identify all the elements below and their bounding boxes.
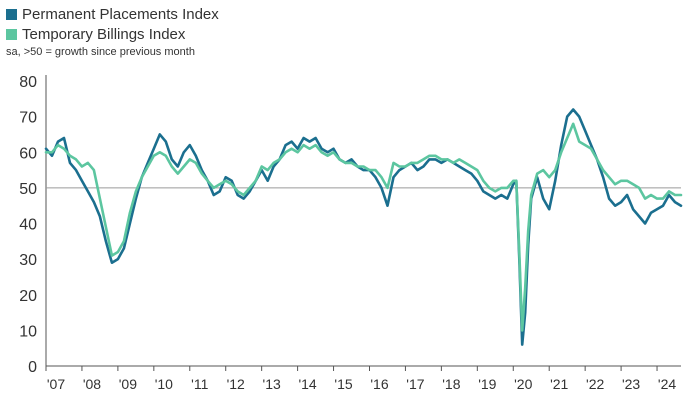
y-tick-label-80: 80 [19,74,37,91]
y-tick-label-60: 60 [19,145,37,162]
x-tick-label-2023: '23 [622,376,640,392]
legend-label-temporary: Temporary Billings Index [22,25,186,43]
x-tick-label-2018: '18 [442,376,460,392]
x-tick-label-2020: '20 [514,376,532,392]
series-line-permanent-placements [44,108,683,346]
legend-label-permanent: Permanent Placements Index [22,5,219,23]
x-tick-label-2024: '24 [658,376,676,392]
y-tick-label-50: 50 [19,181,37,198]
x-tick-label-2009: '09 [119,376,137,392]
x-tick-label-2021: '21 [550,376,568,392]
x-tick-label-2019: '19 [478,376,496,392]
legend-item-permanent: Permanent Placements Index [6,4,219,24]
x-tick-label-2007: '07 [47,376,65,392]
x-tick-label-2012: '12 [227,376,245,392]
x-tick-label-2016: '16 [370,376,388,392]
x-tick-label-2013: '13 [263,376,281,392]
x-tick-label-2014: '14 [298,376,316,392]
series-line-temporary-billings [44,122,683,332]
y-tick-label-20: 20 [19,288,37,305]
y-tick-label-10: 10 [19,323,37,340]
chart-subtitle: sa, >50 = growth since previous month [6,46,195,58]
x-tick-label-2011: '11 [191,376,208,392]
legend-swatch-temporary [6,28,17,40]
x-tick-label-2015: '15 [334,376,352,392]
x-tick-label-2022: '22 [586,376,604,392]
x-tick-label-2010: '10 [155,376,173,392]
y-tick-label-30: 30 [19,252,37,269]
x-tick-label-2008: '08 [83,376,101,392]
y-tick-label-70: 70 [19,110,37,127]
x-tick-label-2017: '17 [406,376,424,392]
y-tick-label-40: 40 [19,217,37,234]
legend-swatch-permanent [6,8,17,20]
legend-item-temporary: Temporary Billings Index [6,24,219,44]
legend: Permanent Placements Index Temporary Bil… [6,4,219,58]
y-tick-label-0: 0 [28,359,37,376]
